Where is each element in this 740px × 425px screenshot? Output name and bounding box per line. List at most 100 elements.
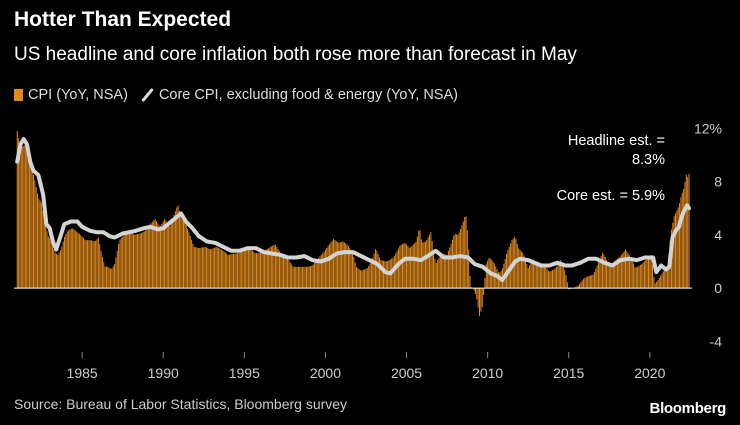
cpi-bar — [497, 272, 499, 289]
cpi-bar — [170, 222, 172, 289]
cpi-bar — [474, 288, 476, 295]
cpi-bar — [18, 138, 20, 289]
cpi-bar — [635, 267, 637, 289]
cpi-bar — [619, 256, 621, 289]
cpi-bar — [438, 257, 440, 289]
cpi-bar — [523, 255, 525, 289]
cpi-bar — [349, 248, 351, 289]
cpi-bar — [211, 248, 213, 289]
cpi-bar — [396, 250, 398, 289]
cpi-bar — [277, 249, 279, 289]
cpi-bar — [105, 266, 107, 289]
cpi-bar — [88, 240, 90, 289]
cpi-bar — [61, 246, 63, 289]
cpi-bar — [581, 280, 583, 289]
cpi-bar — [192, 243, 194, 289]
cpi-bar — [99, 244, 101, 289]
cpi-bar — [424, 241, 426, 289]
cpi-bars — [16, 130, 690, 317]
cpi-bar — [189, 236, 191, 289]
cpi-bar — [132, 234, 134, 289]
cpi-bar — [135, 234, 137, 289]
cpi-bar — [176, 207, 178, 289]
cpi-bar — [26, 147, 28, 289]
cpi-bar — [468, 249, 470, 289]
cpi-bar — [456, 234, 458, 289]
cpi-bar — [362, 269, 364, 289]
cpi-bar — [312, 264, 314, 289]
cpi-bar — [274, 244, 276, 289]
cpi-bar — [262, 251, 264, 289]
cpi-bar — [47, 236, 49, 289]
cpi-bar — [415, 241, 417, 289]
cpi-bar — [81, 236, 83, 289]
cpi-bar — [368, 266, 370, 289]
cpi-bar — [195, 247, 197, 289]
cpi-bar — [104, 266, 106, 289]
cpi-bar — [207, 248, 209, 289]
cpi-bar — [64, 236, 66, 289]
cpi-bar — [526, 264, 528, 289]
cpi-bar — [119, 239, 121, 289]
cpi-bar — [654, 283, 656, 289]
cpi-bar — [230, 254, 232, 289]
cpi-bar — [518, 248, 520, 289]
cpi-bar — [174, 211, 176, 289]
cpi-bar — [153, 220, 155, 289]
cpi-bar — [688, 173, 690, 289]
cpi-bar — [134, 234, 136, 289]
cpi-bar — [251, 250, 253, 289]
cpi-bar — [89, 240, 91, 289]
cpi-bar — [276, 246, 278, 289]
cpi-bar — [215, 247, 217, 289]
cpi-bar — [227, 254, 229, 289]
cpi-bar — [529, 265, 531, 289]
x-tick-label: 2015 — [553, 365, 584, 381]
cpi-bar — [431, 241, 433, 289]
cpi-bar — [300, 266, 302, 289]
cpi-bar — [676, 210, 678, 289]
x-tick-label: 1995 — [229, 365, 260, 381]
cpi-bar — [412, 244, 414, 289]
cpi-bar — [408, 247, 410, 289]
cpi-bar — [460, 228, 462, 289]
cpi-bar — [107, 266, 109, 289]
cpi-bar — [473, 288, 475, 291]
cpi-bar — [124, 233, 126, 289]
cpi-bar — [130, 231, 132, 289]
cpi-bar — [469, 276, 471, 289]
annotation-headline-2: 8.3% — [632, 152, 665, 168]
cpi-bar — [645, 259, 647, 289]
cpi-bar — [314, 262, 316, 289]
cpi-bar — [292, 266, 294, 289]
cpi-bar — [183, 220, 184, 289]
cpi-bar — [187, 228, 189, 289]
cpi-bar — [322, 253, 324, 289]
cpi-bar — [303, 266, 305, 289]
cpi-bar — [228, 254, 230, 289]
cpi-bar — [126, 232, 128, 289]
cpi-bar — [137, 234, 139, 289]
cpi-bar — [541, 265, 543, 289]
cpi-bar — [335, 241, 337, 289]
cpi-bar — [629, 255, 631, 289]
cpi-bar — [553, 269, 555, 289]
cpi-bar — [611, 263, 613, 289]
cpi-bar — [606, 259, 608, 289]
cpi-bar — [531, 260, 533, 289]
cpi-bar — [401, 244, 403, 289]
cpi-bar — [231, 254, 233, 289]
cpi-bar — [31, 169, 33, 289]
cpi-bar — [451, 239, 453, 289]
cpi-bar — [218, 247, 220, 289]
cpi-bar — [234, 253, 236, 289]
cpi-bar — [299, 266, 301, 289]
cpi-bar — [32, 174, 34, 289]
cpi-bar — [320, 254, 322, 289]
cpi-bar — [212, 248, 214, 289]
cpi-bar — [587, 276, 589, 289]
cpi-bar — [291, 264, 293, 289]
cpi-bar — [78, 233, 80, 289]
cpi-bar — [485, 263, 487, 289]
